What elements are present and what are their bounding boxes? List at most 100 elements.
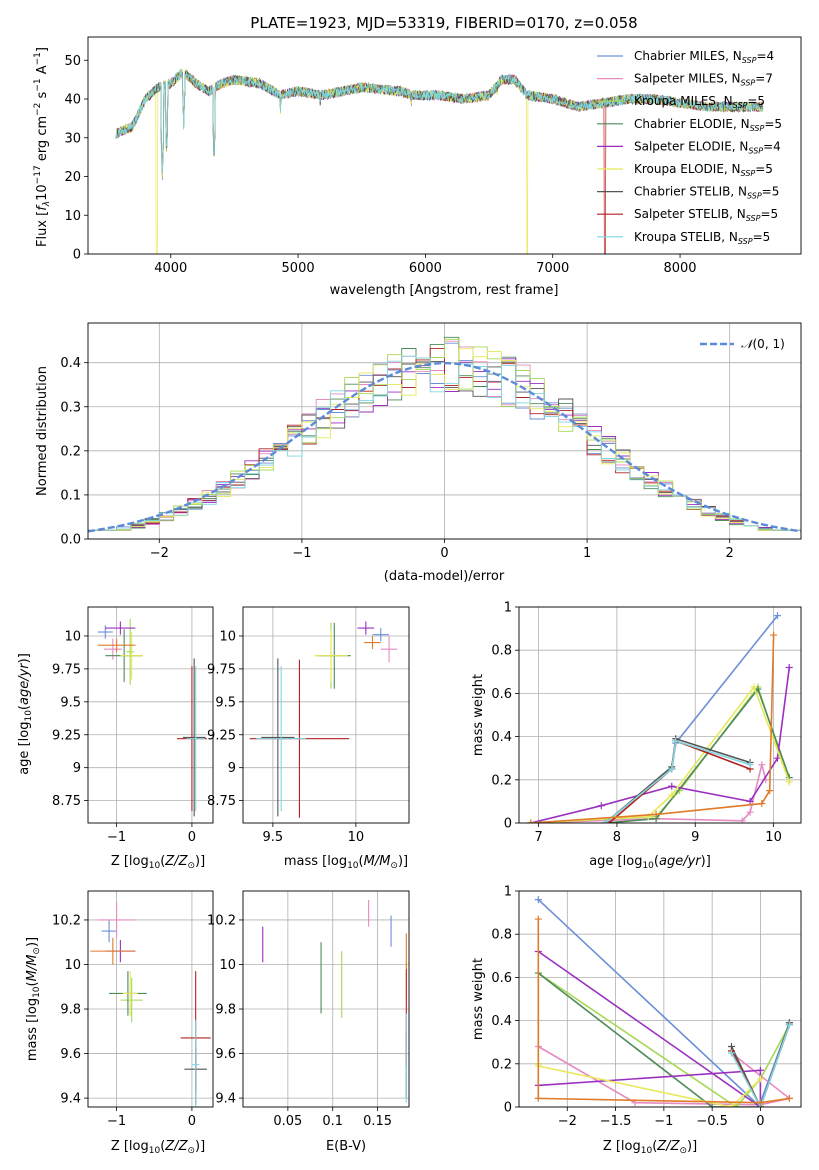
weight-age-point-marker — [672, 737, 680, 745]
residual-y-tick-label: 0.0 — [60, 533, 81, 548]
residual-x-tick-label: −2 — [150, 546, 169, 561]
age-mass-frame — [242, 606, 410, 824]
age-mass-x-tick-label: 10 — [348, 830, 365, 845]
weight-age-y-tick-label: 0.4 — [491, 730, 512, 745]
weight-age-point-marker — [785, 663, 793, 671]
weight-z-x-tick-label: 0 — [756, 1114, 764, 1129]
legend-label: Kroupa ELODIE, NSSP=5 — [634, 162, 773, 178]
weight-z-point-marker — [756, 1099, 764, 1107]
residual-x-tick-label: 1 — [583, 546, 591, 561]
age-z-x-tick-label: 0 — [188, 830, 196, 845]
legend-label: Kroupa MILES, NSSP=5 — [634, 94, 765, 110]
weight-age-point-marker — [668, 791, 676, 799]
weight-z-y-label: mass weight — [471, 958, 486, 1040]
weight-age-point-marker — [785, 778, 793, 786]
legend-label: Salpeter MILES, NSSP=7 — [634, 72, 773, 88]
legend-label: Chabrier STELIB, NSSP=5 — [634, 185, 779, 201]
weight-age-series-line — [604, 615, 779, 823]
weight-age-point-marker — [758, 800, 766, 808]
spectrum-x-tick-label: 6000 — [409, 261, 442, 276]
mass-z-y-tick-label: 10.2 — [52, 913, 81, 928]
mass-y-label: mass [log10(M/M⊙)] — [25, 937, 42, 1061]
weight-age-series-line — [604, 739, 751, 823]
weight-age-x-label: age [log10(age/yr)] — [589, 854, 711, 871]
residual-x-label: (data-model)/error — [384, 569, 505, 584]
ebv-y-tick-label: 9.4 — [215, 1092, 236, 1107]
weight-age-point-marker — [774, 612, 781, 620]
mass-z-y-tick-label: 9.8 — [60, 1003, 81, 1018]
weight-z-y-tick-label: 1 — [504, 885, 512, 900]
age-mass-y-tick-label: 10 — [219, 629, 236, 644]
weight-age-series-line — [604, 737, 751, 823]
ebv-y-tick-label: 10 — [219, 958, 236, 973]
weight-z-x-tick-label: −1.5 — [600, 1114, 632, 1129]
weight-z-x-tick-label: −2 — [558, 1114, 577, 1129]
weight-z-y-tick-label: 0.8 — [491, 928, 512, 943]
spectrum-x-tick-label: 5000 — [282, 261, 315, 276]
weight-age-y-tick-label: 0.6 — [491, 687, 512, 702]
weight-age-point-marker — [668, 765, 676, 773]
weight-z-y-tick-label: 0 — [504, 1101, 512, 1116]
weight-z-point-marker — [727, 1049, 735, 1057]
age-z-y-tick-label: 10 — [64, 629, 81, 644]
weight-age-point-marker — [758, 761, 766, 769]
weight-age-series-line — [605, 687, 791, 823]
weight-age-series-line — [530, 667, 791, 823]
residual-frame — [87, 322, 802, 540]
spectrum-x-tick-label: 4000 — [154, 261, 187, 276]
mass-z-x-label: Z [log10(Z/Z⊙)] — [111, 1139, 205, 1156]
residual-y-tick-label: 0.3 — [60, 400, 81, 415]
ebv-y-tick-label: 10.2 — [207, 913, 236, 928]
ebv-x-tick-label: 0.15 — [363, 1114, 392, 1129]
weight-z-point-marker — [785, 1094, 793, 1102]
weight-z-series-line — [730, 1024, 791, 1107]
legend-label: Salpeter ELODIE, NSSP=4 — [634, 139, 781, 155]
weight-age-point-marker — [766, 787, 774, 795]
weight-age-y-tick-label: 0.8 — [491, 644, 512, 659]
spectrum-title: PLATE=1923, MJD=53319, FIBERID=0170, z=0… — [250, 14, 637, 32]
residual-y-tick-label: 0.2 — [60, 444, 81, 459]
weight-age-x-tick-label: 9 — [691, 830, 699, 845]
weight-z-y-tick-label: 0.2 — [491, 1057, 512, 1072]
age-y-label: age [log10(age/yr)] — [17, 653, 34, 775]
weight-z-point-marker — [727, 1103, 735, 1107]
weight-z-point-marker — [756, 1066, 764, 1074]
weight-age-series-line — [608, 739, 751, 823]
age-z-x-tick-label: −1 — [107, 830, 126, 845]
weight-age-point-marker — [668, 782, 676, 790]
age-z-y-tick-label: 9 — [73, 761, 81, 776]
weight-z-y-tick-label: 0.6 — [491, 971, 512, 986]
legend-label: 𝒩(0, 1) — [741, 337, 785, 351]
weight-age-point-marker — [746, 761, 754, 769]
weight-age-x-tick-label: 10 — [765, 830, 782, 845]
spectrum-y-label: Flux [fλ10−17 erg cm−2 s−1 A−1] — [33, 47, 52, 247]
weight-z-frame — [518, 890, 802, 1108]
age-z-frame — [87, 606, 214, 824]
weight-age-y-tick-label: 0.2 — [491, 773, 512, 788]
residual-y-tick-label: 0.4 — [60, 356, 81, 371]
legend-label: Chabrier MILES, NSSP=4 — [634, 49, 774, 65]
weight-z-point-marker — [534, 896, 542, 904]
residual-y-label: Normed distribution — [35, 366, 50, 496]
weight-z-x-tick-label: −0.5 — [696, 1114, 728, 1129]
spectrum-x-label: wavelength [Angstrom, rest frame] — [330, 283, 559, 298]
weight-z-point-marker — [534, 1094, 542, 1102]
weight-z-y-tick-label: 0.4 — [491, 1014, 512, 1029]
legend-label: Kroupa STELIB, NSSP=5 — [634, 230, 770, 246]
mass-z-frame — [87, 890, 214, 1108]
weight-age-x-tick-label: 7 — [534, 830, 542, 845]
age-z-y-tick-label: 8.75 — [52, 794, 81, 809]
weight-z-series-line — [537, 950, 762, 1107]
mass-z-y-tick-label: 9.6 — [60, 1047, 81, 1062]
weight-age-point-marker — [652, 810, 660, 818]
legend-label: Salpeter STELIB, NSSP=5 — [634, 207, 778, 223]
weight-z-x-label: Z [log10(Z/Z⊙)] — [603, 1139, 697, 1156]
spectrum-y-tick-label: 50 — [64, 54, 81, 69]
age-mass-y-tick-label: 9.25 — [207, 728, 236, 743]
weight-z-point-marker — [756, 1075, 764, 1083]
weight-z-point-marker — [708, 1103, 716, 1107]
spectrum-y-tick-label: 40 — [64, 93, 81, 108]
spectrum-x-tick-label: 7000 — [536, 261, 569, 276]
residual-y-tick-label: 0.1 — [60, 488, 81, 503]
weight-age-x-tick-label: 8 — [613, 830, 621, 845]
